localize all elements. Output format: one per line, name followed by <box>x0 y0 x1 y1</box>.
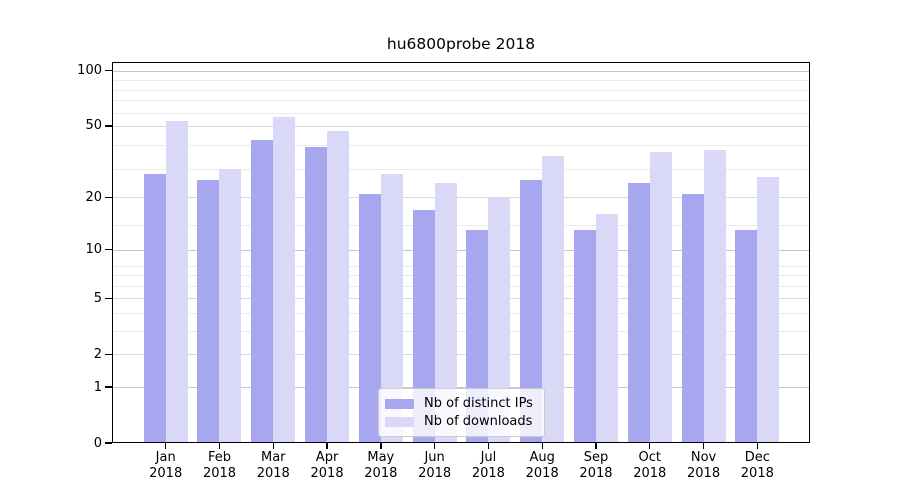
legend-label-distinct-ips: Nb of distinct IPs <box>424 396 533 411</box>
y-tick <box>105 297 112 300</box>
y-tick <box>105 248 112 251</box>
bar-nb-of-downloads-may-2018 <box>380 174 403 443</box>
gridline-y-10 <box>112 249 810 251</box>
y-tick-label: 1 <box>93 379 102 395</box>
legend-item-downloads: Nb of downloads <box>385 414 544 429</box>
minor-gridline <box>112 265 810 267</box>
x-tick <box>326 443 328 449</box>
minor-gridline <box>112 331 810 333</box>
x-tick <box>756 443 759 449</box>
bar-nb-of-downloads-jun-2018 <box>434 183 457 443</box>
bar-nb-of-downloads-jan-2018 <box>165 121 188 443</box>
y-tick-label: 10 <box>85 242 102 258</box>
y-tick <box>105 442 112 444</box>
x-tick-label: Nov 2018 <box>687 450 721 481</box>
x-tick-label: Jan 2018 <box>149 450 183 481</box>
y-tick-label: 50 <box>85 118 102 134</box>
y-tick <box>105 125 112 127</box>
bar-nb-of-distinct-ips-jan-2018 <box>143 174 166 443</box>
x-tick-label: Feb 2018 <box>202 450 237 481</box>
x-tick-label: Jul 2018 <box>471 450 505 481</box>
gridline-y-2 <box>112 354 810 356</box>
x-tick <box>165 443 167 449</box>
x-tick <box>541 443 543 449</box>
gridline-y-100 <box>112 70 810 72</box>
bar-nb-of-distinct-ips-nov-2018 <box>681 193 704 443</box>
gridline-y-50 <box>112 125 810 127</box>
y-tick <box>105 70 112 72</box>
y-tick-label: 5 <box>93 290 102 306</box>
y-tick <box>105 353 112 356</box>
bar-nb-of-downloads-nov-2018 <box>703 149 726 443</box>
x-tick <box>380 443 382 449</box>
legend-label-downloads: Nb of downloads <box>424 414 533 429</box>
plot-border <box>112 62 810 443</box>
y-tick-label: 20 <box>85 189 102 205</box>
bar-nb-of-downloads-jul-2018 <box>488 197 511 443</box>
x-tick-label: Dec 2018 <box>740 450 774 481</box>
y-tick-label: 100 <box>77 63 102 79</box>
x-tick <box>649 443 651 449</box>
bar-nb-of-downloads-oct-2018 <box>649 151 672 443</box>
minor-gridline <box>112 80 810 81</box>
x-tick <box>218 443 221 449</box>
minor-gridline <box>112 112 810 114</box>
bar-nb-of-distinct-ips-mar-2018 <box>251 139 274 443</box>
chart-title: hu6800probe 2018 <box>386 35 536 53</box>
gridline-y-20 <box>112 197 810 199</box>
x-tick-label: Aug 2018 <box>525 450 559 481</box>
x-tick-label: Apr 2018 <box>310 450 344 481</box>
x-tick-label: Mar 2018 <box>256 450 290 481</box>
x-tick <box>434 443 436 449</box>
minor-gridline <box>112 168 810 170</box>
legend-swatch-downloads-icon <box>385 416 414 427</box>
x-tick-label: May 2018 <box>364 450 398 481</box>
bar-nb-of-distinct-ips-feb-2018 <box>197 180 220 443</box>
legend-item-distinct-ips: Nb of distinct IPs <box>385 396 544 411</box>
gridline-y-5 <box>112 298 810 300</box>
x-tick-label: Oct 2018 <box>633 450 667 481</box>
bar-nb-of-downloads-dec-2018 <box>757 177 780 443</box>
minor-gridline <box>112 100 810 102</box>
gridline-y-1 <box>112 387 810 389</box>
minor-gridline <box>112 275 810 277</box>
legend: Nb of distinct IPs Nb of downloads <box>378 388 545 437</box>
bar-nb-of-distinct-ips-apr-2018 <box>305 147 328 443</box>
x-tick <box>595 443 597 449</box>
minor-gridline <box>112 313 810 315</box>
bar-nb-of-downloads-apr-2018 <box>327 130 350 443</box>
x-tick <box>487 443 490 449</box>
minor-gridline <box>112 145 810 147</box>
legend-swatch-distinct-ips-icon <box>385 398 414 409</box>
bar-nb-of-distinct-ips-may-2018 <box>358 193 381 443</box>
x-tick-label: Jun 2018 <box>418 450 452 481</box>
plot-area <box>112 62 810 443</box>
x-tick <box>272 443 274 449</box>
y-tick <box>105 386 112 388</box>
bar-nb-of-distinct-ips-aug-2018 <box>520 180 543 443</box>
bar-nb-of-distinct-ips-oct-2018 <box>627 183 650 443</box>
y-tick-label: 2 <box>93 346 102 362</box>
bar-nb-of-downloads-sep-2018 <box>595 214 618 443</box>
bar-nb-of-downloads-feb-2018 <box>219 168 242 443</box>
bar-nb-of-downloads-aug-2018 <box>542 156 565 443</box>
bar-nb-of-distinct-ips-dec-2018 <box>735 230 758 443</box>
minor-gridline <box>112 89 810 91</box>
x-tick <box>702 443 705 449</box>
y-tick <box>105 196 112 199</box>
x-tick-label: Sep 2018 <box>579 450 613 481</box>
y-tick-label: 0 <box>93 435 102 451</box>
bar-nb-of-distinct-ips-sep-2018 <box>573 230 596 443</box>
bar-nb-of-downloads-mar-2018 <box>273 116 296 443</box>
bar-nb-of-distinct-ips-jun-2018 <box>412 209 435 443</box>
minor-gridline <box>112 224 810 226</box>
minor-gridline <box>112 286 810 288</box>
